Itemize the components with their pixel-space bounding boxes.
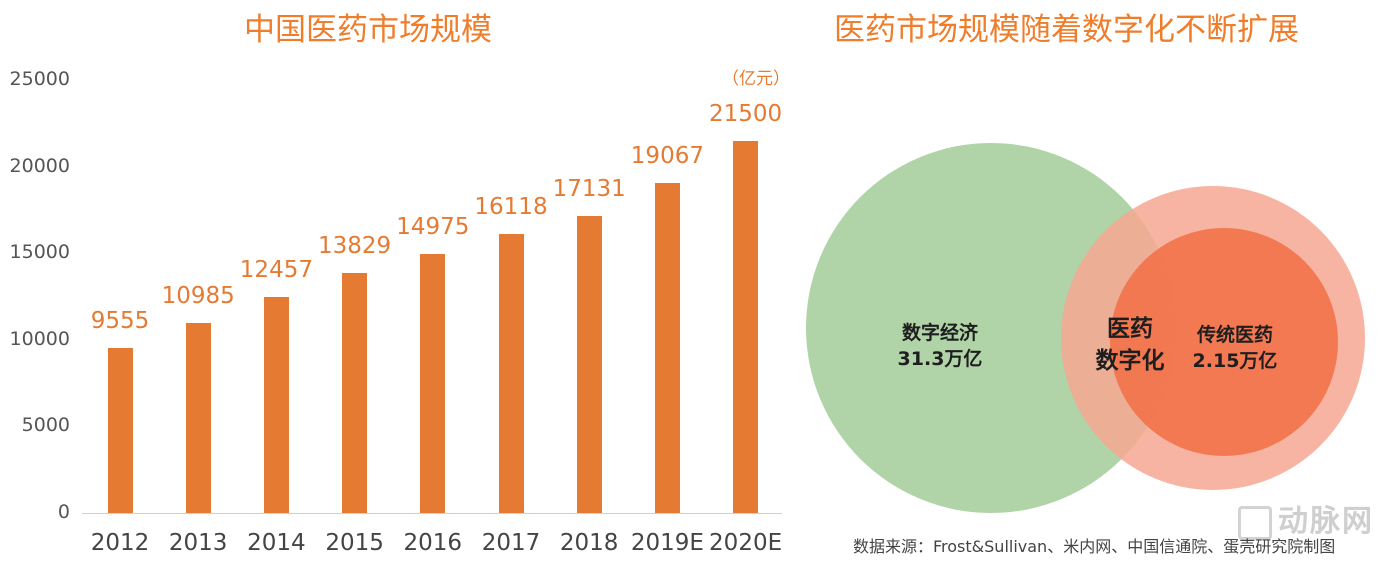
bar-value-label: 12457 xyxy=(239,257,313,284)
bar-value-label: 16118 xyxy=(474,193,548,220)
bar-2015 xyxy=(342,273,368,513)
x-tick-label: 2016 xyxy=(403,530,463,556)
bar-chart-title: 中国医药市场规模 xyxy=(244,12,492,48)
bar-2019E xyxy=(654,182,680,513)
traditional-medicine-circle xyxy=(1110,228,1338,456)
watermark-text: 动脉网 xyxy=(1278,504,1374,539)
traditional-medicine-name: 传统医药 xyxy=(1196,324,1273,346)
overlap-line1: 医药 xyxy=(1107,316,1153,342)
watermark-logo: 动脉网 xyxy=(1238,496,1374,540)
digital-economy-name: 数字经济 xyxy=(901,322,978,344)
bar-2014 xyxy=(263,297,289,513)
bar-value-label: 13829 xyxy=(318,233,392,260)
overlap-line2: 数字化 xyxy=(1095,348,1165,374)
overlap-label: 医药 数字化 xyxy=(1075,313,1185,377)
digital-economy-value: 31.3万亿 xyxy=(897,348,983,370)
data-source-note: 数据来源：Frost&Sullivan、米内网、中国信通院、蛋壳研究院制图 xyxy=(853,537,1336,556)
y-tick-label: 5000 xyxy=(21,414,70,437)
bar-2016 xyxy=(420,253,446,513)
bar-value-label: 19067 xyxy=(630,142,704,169)
bar-value-label: 17131 xyxy=(552,176,626,203)
bar-2012 xyxy=(107,347,133,513)
bar-2017 xyxy=(498,233,524,513)
bar-2013 xyxy=(185,322,211,513)
watermark-icon xyxy=(1238,505,1272,540)
y-tick-label: 0 xyxy=(57,501,70,523)
x-axis-line xyxy=(82,513,782,514)
x-tick-label: 2012 xyxy=(90,530,150,556)
x-tick-label: 2014 xyxy=(247,530,306,556)
bar-2020E xyxy=(733,140,759,513)
x-tick-label: 2017 xyxy=(481,530,541,556)
y-tick-label: 20000 xyxy=(9,154,70,177)
traditional-medicine-value: 2.15万亿 xyxy=(1192,350,1278,372)
x-tick-label: 2015 xyxy=(325,530,384,556)
y-tick-label: 10000 xyxy=(9,327,70,350)
x-tick-label: 2013 xyxy=(168,530,228,556)
bar-2018 xyxy=(576,216,602,513)
bar-value-label: 21500 xyxy=(709,100,783,127)
bar-value-label: 9555 xyxy=(90,307,150,334)
x-tick-label: 2018 xyxy=(559,530,619,556)
traditional-medicine-label: 传统医药 2.15万亿 xyxy=(1175,322,1295,374)
x-tick-label: 2020E xyxy=(709,530,783,556)
digital-economy-label: 数字经济 31.3万亿 xyxy=(880,320,1000,372)
y-tick-label: 25000 xyxy=(9,68,70,90)
bar-value-label: 10985 xyxy=(161,282,235,309)
bar-value-label: 14975 xyxy=(396,213,470,240)
venn-title: 医药市场规模随着数字化不断扩展 xyxy=(834,12,1299,48)
unit-label: （亿元） xyxy=(722,69,790,89)
x-tick-label: 2019E xyxy=(630,530,704,556)
y-tick-label: 15000 xyxy=(9,241,70,264)
